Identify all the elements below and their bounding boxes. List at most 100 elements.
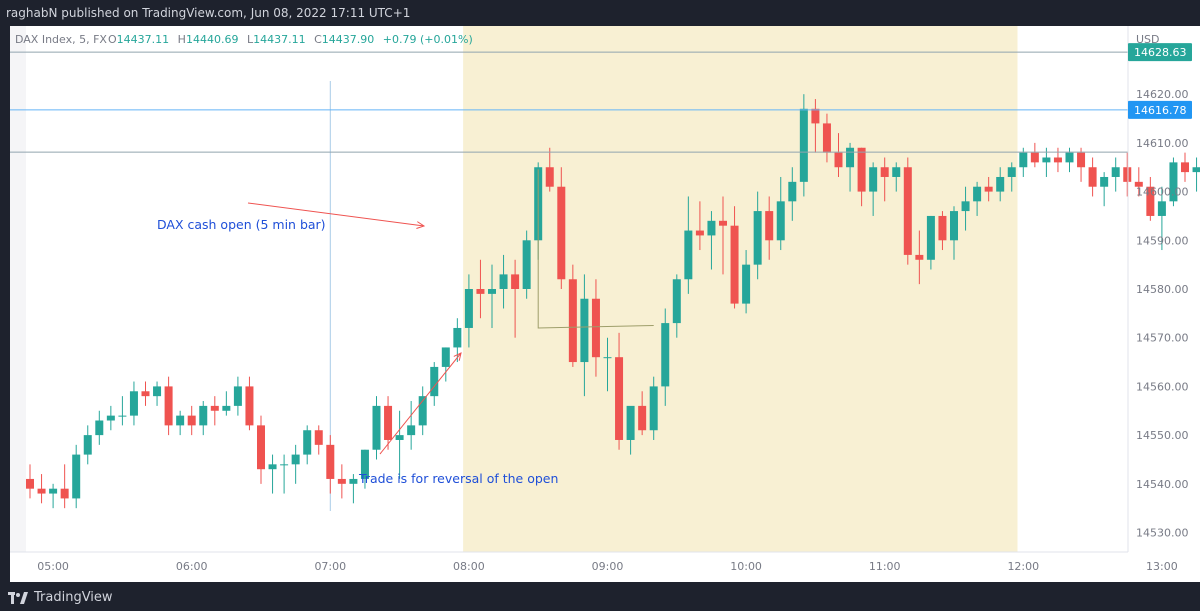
- candle-body: [880, 167, 889, 177]
- candle-body: [649, 386, 658, 431]
- y-tick-label: 14610.00: [1136, 137, 1189, 150]
- candle-body: [626, 405, 635, 440]
- candle-body: [822, 123, 831, 153]
- candle-body: [418, 396, 427, 426]
- candle-body: [1123, 167, 1132, 182]
- candle-body: [776, 201, 785, 241]
- candle-body: [915, 254, 924, 260]
- candle-body: [730, 225, 739, 304]
- x-tick-label: 10:00: [730, 560, 762, 573]
- candle-body: [476, 289, 485, 294]
- candle-body: [349, 478, 358, 484]
- candle-body: [719, 220, 727, 226]
- candle-body: [303, 430, 312, 455]
- footer-brand: TradingView: [34, 590, 113, 605]
- publish-header: raghabN published on TradingView.com, Ju…: [0, 0, 1200, 26]
- candle-body: [799, 108, 808, 182]
- candle-body: [1192, 167, 1200, 173]
- y-tick-label: 14530.00: [1136, 527, 1189, 540]
- candle-body: [395, 435, 404, 440]
- candle-body: [961, 201, 970, 212]
- candle-body: [176, 415, 185, 426]
- candle-body: [337, 478, 346, 484]
- candle-body: [973, 186, 982, 202]
- legend-low: 14437.11: [253, 33, 306, 46]
- y-tick-label: 14620.00: [1136, 88, 1189, 101]
- y-tick-label: 14560.00: [1136, 380, 1189, 393]
- y-tick-label: 14600.00: [1136, 186, 1189, 199]
- candle-body: [1065, 152, 1074, 163]
- tradingview-logo-icon: [8, 591, 28, 604]
- x-tick-label: 12:00: [1007, 560, 1039, 573]
- candle-body: [580, 298, 589, 363]
- x-tick-label: 07:00: [314, 560, 346, 573]
- candle-body: [695, 230, 704, 236]
- legend-open: 14437.11: [117, 33, 170, 46]
- candle-body: [430, 366, 439, 397]
- x-tick-label: 06:00: [176, 560, 208, 573]
- tradingview-logo[interactable]: TradingView: [8, 590, 113, 605]
- candlestick-chart[interactable]: 14530.00 14540.00 14550.00 14560.00 14570.00…: [10, 26, 1200, 582]
- candle-body: [488, 289, 496, 294]
- candle-body: [1077, 152, 1086, 168]
- x-tick-label: 11:00: [869, 560, 901, 573]
- candle-body: [60, 488, 69, 499]
- candle-body: [291, 454, 300, 465]
- chart-pane[interactable]: 14530.00 14540.00 14550.00 14560.00 14570.00…: [10, 26, 1200, 582]
- candle-body: [765, 211, 774, 241]
- candle-body: [129, 391, 138, 416]
- candle-body: [638, 405, 647, 431]
- candle-body: [1042, 157, 1051, 163]
- candle-body: [984, 186, 993, 192]
- x-tick-label: 05:00: [37, 560, 69, 573]
- legend-h-label: H: [178, 33, 186, 46]
- candle-body: [811, 108, 820, 124]
- candle-body: [707, 220, 716, 236]
- candle-body: [545, 167, 554, 187]
- candle-body: [996, 176, 1005, 192]
- candle-body: [1111, 167, 1120, 177]
- legend-symbol: DAX Index, 5, FX: [15, 33, 107, 46]
- candle-body: [37, 488, 46, 494]
- publish-info: raghabN published on TradingView.com, Ju…: [6, 6, 411, 20]
- candle-body: [407, 425, 416, 436]
- legend-l-label: L: [247, 33, 254, 46]
- annotation-arrow-open: [247, 202, 425, 227]
- candle-body: [522, 240, 531, 289]
- candle-body: [1019, 152, 1028, 168]
- candle-body: [118, 415, 127, 417]
- candle-body: [661, 323, 670, 387]
- candle-body: [568, 279, 577, 363]
- candle-body: [869, 167, 878, 192]
- x-tick-label: 13:00: [1146, 560, 1178, 573]
- candle-body: [892, 167, 901, 177]
- candle-body: [926, 215, 935, 260]
- candle-body: [615, 357, 624, 440]
- legend-c-label: C: [314, 33, 322, 46]
- candle-body: [557, 186, 566, 280]
- candle-body: [742, 264, 751, 304]
- candle-body: [280, 464, 289, 466]
- candle-body: [684, 230, 693, 280]
- candle-body: [834, 152, 843, 168]
- candle-body: [591, 298, 600, 358]
- candle-body: [372, 405, 381, 450]
- measure-line: [537, 169, 654, 329]
- svg-text:O14437.11 H14440.69: O14437.11 H14440.69 L14437.11 C14437.90 …: [108, 33, 473, 46]
- candle-body: [222, 405, 231, 411]
- candle-body: [314, 430, 323, 445]
- price-tag-label: 14628.63: [1134, 46, 1187, 59]
- candle-body: [1134, 181, 1143, 187]
- legend-change: +0.79 (+0.01%): [383, 33, 473, 46]
- legend-close: 14437.90: [322, 33, 375, 46]
- legend-high: 14440.69: [186, 33, 239, 46]
- legend-o-label: O: [108, 33, 117, 46]
- candle-body: [1169, 162, 1178, 202]
- candle-body: [153, 386, 162, 397]
- candle-body: [72, 454, 81, 499]
- candle-body: [1053, 157, 1062, 163]
- price-tag: [1128, 43, 1192, 62]
- candle-body: [360, 449, 369, 479]
- candle-body: [499, 274, 508, 289]
